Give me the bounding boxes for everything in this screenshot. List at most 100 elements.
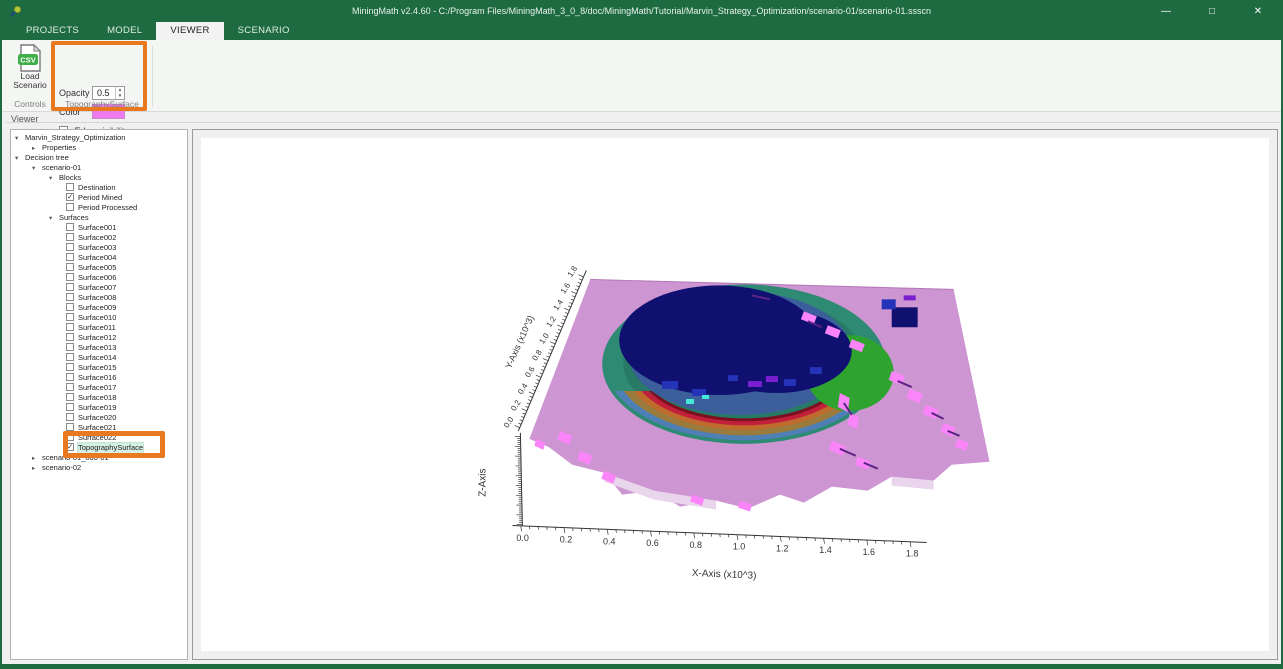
tree-checkbox[interactable]	[66, 273, 74, 281]
tab-viewer[interactable]: VIEWER	[156, 22, 224, 40]
collapse-icon[interactable]: ▾	[32, 165, 36, 172]
tree-checkbox[interactable]	[66, 192, 74, 201]
collapse-icon[interactable]: ▾	[49, 175, 53, 182]
svg-text:0.2: 0.2	[560, 535, 572, 545]
tree-item-properties[interactable]: ▸ Properties	[11, 143, 187, 153]
3d-viewport[interactable]: 0.0 0.2 0.4 0.6 0.8 1.0 1.2 1.4 1.6 1.8 X-Axis (x1…	[193, 130, 1277, 659]
tree-item-marvin-strategy-optimization[interactable]: ▾ Marvin_Strategy_Optimization	[11, 133, 187, 143]
tree-checkbox[interactable]	[66, 243, 74, 251]
topography-group-caption: TopographySurface	[65, 99, 139, 109]
tree-item-surface016[interactable]: Surface016	[11, 373, 187, 383]
tree-checkbox[interactable]	[66, 353, 74, 361]
tree-item-label: Surface015	[78, 363, 117, 372]
tree-item-surface009[interactable]: Surface009	[11, 303, 187, 313]
svg-text:X-Axis (x10^3): X-Axis (x10^3)	[692, 568, 757, 582]
viewport-panel: 0.0 0.2 0.4 0.6 0.8 1.0 1.2 1.4 1.6 1.8 X-Axis (x1…	[192, 129, 1278, 660]
tree-item-label: Surface008	[78, 293, 117, 302]
close-button[interactable]: ✕	[1253, 6, 1263, 17]
collapse-icon[interactable]: ▾	[15, 155, 19, 162]
expand-icon[interactable]: ▸	[32, 455, 36, 462]
opacity-label: Opacity	[59, 88, 90, 98]
tree-checkbox[interactable]	[66, 223, 74, 231]
tree-item-surface001[interactable]: Surface001	[11, 223, 187, 233]
tree-item-decision-tree[interactable]: ▾ Decision tree	[11, 153, 187, 163]
tree-checkbox[interactable]	[66, 203, 74, 211]
tree-checkbox[interactable]	[66, 433, 74, 441]
tree-item-surfaces[interactable]: ▾ Surfaces	[11, 213, 187, 223]
tree-checkbox[interactable]	[66, 373, 74, 381]
tree-checkbox[interactable]	[66, 413, 74, 421]
tree-item-scenario-01[interactable]: ▾ scenario-01	[11, 163, 187, 173]
load-scenario-button[interactable]: CSV Load Scenario	[8, 44, 52, 100]
tree-item-label: Surface018	[78, 393, 117, 402]
spinner-arrows-icon[interactable]: ▲ ▼	[115, 87, 124, 99]
tree-checkbox[interactable]	[66, 233, 74, 241]
tree-item-surface003[interactable]: Surface003	[11, 243, 187, 253]
opacity-spinner[interactable]: 0.5 ▲ ▼	[92, 86, 125, 100]
tree-item-scenario-01-000-01[interactable]: ▸ scenario-01_000-01	[11, 453, 187, 463]
tree-checkbox[interactable]	[66, 403, 74, 411]
svg-text:0.4: 0.4	[603, 536, 615, 546]
tree-checkbox[interactable]	[66, 423, 74, 431]
tree-item-surface021[interactable]: Surface021	[11, 423, 187, 433]
tab-scenario[interactable]: SCENARIO	[237, 25, 290, 36]
tab-model[interactable]: MODEL	[107, 25, 143, 36]
tree-checkbox[interactable]	[66, 253, 74, 261]
tree-checkbox[interactable]	[66, 293, 74, 301]
tree-checkbox[interactable]	[66, 323, 74, 331]
tree-item-surface018[interactable]: Surface018	[11, 393, 187, 403]
tree-item-label: Surface013	[78, 343, 117, 352]
tree-checkbox[interactable]	[66, 383, 74, 391]
tree-checkbox[interactable]	[66, 442, 74, 451]
tree-item-scenario-02[interactable]: ▸ scenario-02	[11, 463, 187, 473]
tree-item-surface004[interactable]: Surface004	[11, 253, 187, 263]
tree-item-surface014[interactable]: Surface014	[11, 353, 187, 363]
main-menu-tabbar: PROJECTS MODEL VIEWER SCENARIO	[2, 22, 1281, 40]
tree-item-surface019[interactable]: Surface019	[11, 403, 187, 413]
collapse-icon[interactable]: ▾	[49, 215, 53, 222]
tree-item-destination[interactable]: Destination	[11, 183, 187, 193]
tree-item-surface013[interactable]: Surface013	[11, 343, 187, 353]
tree-item-surface015[interactable]: Surface015	[11, 363, 187, 373]
tree-item-surface006[interactable]: Surface006	[11, 273, 187, 283]
tree-item-period-mined[interactable]: Period Mined	[11, 192, 187, 203]
load-scenario-label-1: Load	[20, 71, 40, 81]
tree-item-topographysurface[interactable]: TopographySurface	[11, 442, 187, 454]
tree-item-surface012[interactable]: Surface012	[11, 333, 187, 343]
tree-checkbox[interactable]	[66, 183, 74, 191]
tree-checkbox[interactable]	[66, 363, 74, 371]
tree-checkbox[interactable]	[66, 283, 74, 291]
ridge-highlights	[534, 311, 969, 512]
tree-item-label: Surface007	[78, 283, 117, 292]
tree-item-surface011[interactable]: Surface011	[11, 323, 187, 333]
tree-checkbox[interactable]	[66, 333, 74, 341]
tree-checkbox[interactable]	[66, 313, 74, 321]
tree-checkbox[interactable]	[66, 343, 74, 351]
expand-icon[interactable]: ▸	[32, 465, 36, 472]
viewer-group-label: Viewer	[11, 114, 39, 124]
window-title: MiningMath v2.4.60 - C:/Program Files/Mi…	[352, 6, 931, 16]
tree-item-surface005[interactable]: Surface005	[11, 263, 187, 273]
collapse-icon[interactable]: ▾	[15, 135, 19, 142]
load-scenario-label-2: Scenario	[13, 80, 47, 90]
expand-icon[interactable]: ▸	[32, 145, 36, 152]
tree-checkbox[interactable]	[66, 263, 74, 271]
tree-item-blocks[interactable]: ▾ Blocks	[11, 173, 187, 183]
tree-item-surface008[interactable]: Surface008	[11, 293, 187, 303]
tree-item-surface020[interactable]: Surface020	[11, 413, 187, 423]
tree-checkbox[interactable]	[66, 393, 74, 401]
tree-checkbox[interactable]	[66, 303, 74, 311]
svg-text:1.8: 1.8	[906, 549, 918, 559]
tree-item-period-processed[interactable]: Period Processed	[11, 203, 187, 213]
tree-item-surface022[interactable]: Surface022	[11, 433, 187, 443]
tab-projects[interactable]: PROJECTS	[26, 25, 80, 36]
tree-item-surface010[interactable]: Surface010	[11, 313, 187, 323]
tree-item-surface002[interactable]: Surface002	[11, 233, 187, 243]
surface-art	[529, 278, 990, 512]
tree-item-label: Destination	[78, 183, 116, 192]
tree-item-surface007[interactable]: Surface007	[11, 283, 187, 293]
svg-text:0.0: 0.0	[516, 533, 528, 543]
minimize-button[interactable]: —	[1161, 6, 1171, 17]
maximize-button[interactable]: □	[1208, 6, 1216, 17]
tree-item-surface017[interactable]: Surface017	[11, 383, 187, 393]
